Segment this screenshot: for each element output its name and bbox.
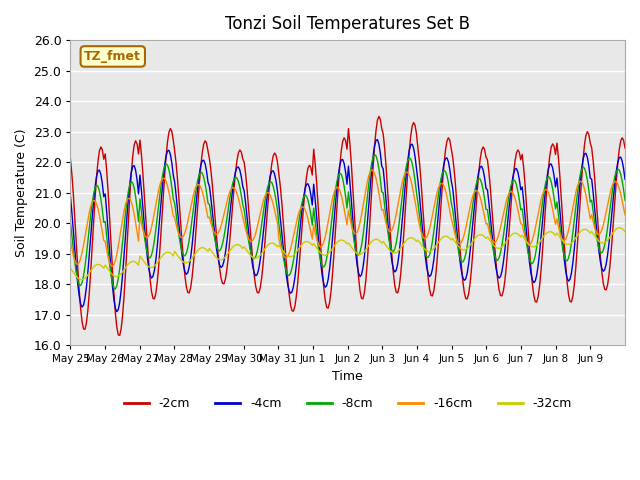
X-axis label: Time: Time	[332, 370, 363, 383]
Text: TZ_fmet: TZ_fmet	[84, 50, 141, 63]
Y-axis label: Soil Temperature (C): Soil Temperature (C)	[15, 129, 28, 257]
Legend: -2cm, -4cm, -8cm, -16cm, -32cm: -2cm, -4cm, -8cm, -16cm, -32cm	[118, 392, 577, 415]
Title: Tonzi Soil Temperatures Set B: Tonzi Soil Temperatures Set B	[225, 15, 470, 33]
